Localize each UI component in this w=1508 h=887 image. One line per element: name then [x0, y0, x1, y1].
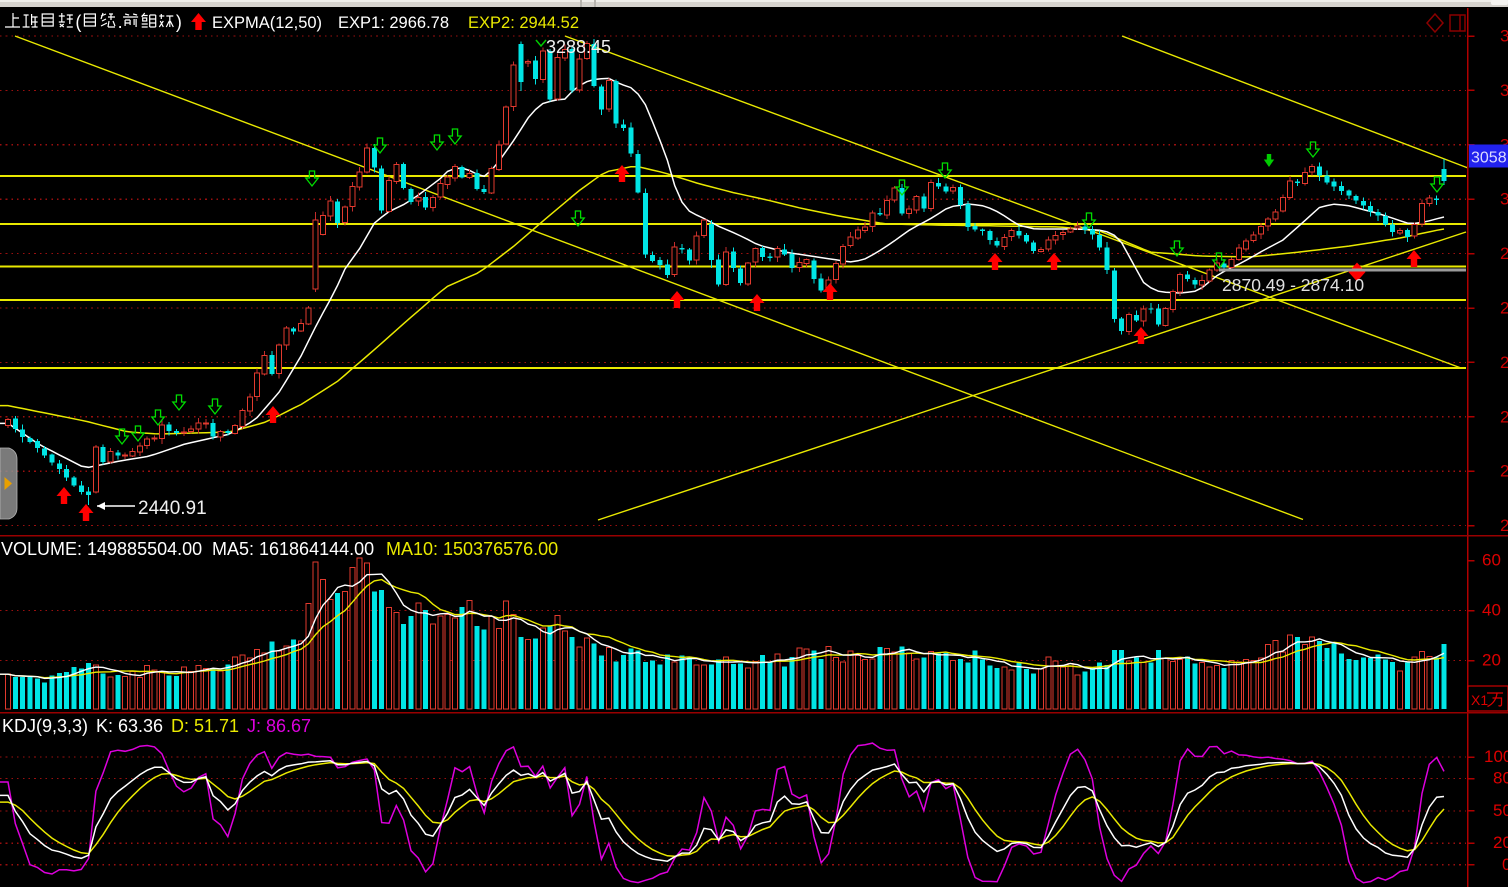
svg-text:3200: 3200 [1500, 81, 1508, 100]
svg-text:40: 40 [1482, 601, 1501, 620]
svg-text:2500: 2500 [1500, 462, 1508, 481]
svg-text:3288.45: 3288.45 [546, 37, 611, 57]
svg-text:2900: 2900 [1500, 244, 1508, 263]
svg-text:50: 50 [1493, 801, 1508, 820]
svg-text:J: 86.67: J: 86.67 [247, 716, 311, 736]
svg-text:80: 80 [1493, 769, 1508, 788]
svg-text:2870.49 - 2874.10: 2870.49 - 2874.10 [1222, 275, 1364, 295]
svg-text:.: . [118, 12, 123, 32]
svg-text:100: 100 [1484, 747, 1508, 766]
svg-text:KDJ(9,3,3): KDJ(9,3,3) [2, 716, 88, 736]
svg-text:X1: X1 [1471, 692, 1488, 708]
svg-text:K: 63.36: K: 63.36 [96, 716, 163, 736]
svg-text:3058: 3058 [1471, 150, 1507, 167]
svg-text:2700: 2700 [1500, 353, 1508, 372]
svg-text:MA5: 161864144.00: MA5: 161864144.00 [212, 539, 374, 559]
svg-text:EXPMA(12,50): EXPMA(12,50) [212, 14, 322, 32]
svg-text:20: 20 [1493, 833, 1508, 852]
svg-text:D: 51.71: D: 51.71 [171, 716, 239, 736]
svg-text:60: 60 [1482, 551, 1501, 570]
svg-text:2600: 2600 [1500, 407, 1508, 426]
svg-text:2800: 2800 [1500, 299, 1508, 318]
svg-text:(: ( [75, 12, 81, 32]
svg-text:MA10: 150376576.00: MA10: 150376576.00 [386, 539, 558, 559]
svg-text:EXP1: 2966.78: EXP1: 2966.78 [338, 14, 449, 32]
svg-text:3000: 3000 [1500, 190, 1508, 209]
svg-text:0: 0 [1502, 855, 1508, 874]
svg-text:3300: 3300 [1500, 27, 1508, 46]
svg-text:VOLUME: 149885504.00: VOLUME: 149885504.00 [1, 539, 202, 559]
svg-text:20: 20 [1482, 651, 1501, 670]
svg-text:2440.91: 2440.91 [138, 498, 207, 519]
svg-text:): ) [176, 12, 182, 32]
svg-text:2400: 2400 [1500, 516, 1508, 535]
svg-text:EXP2: 2944.52: EXP2: 2944.52 [468, 14, 579, 32]
